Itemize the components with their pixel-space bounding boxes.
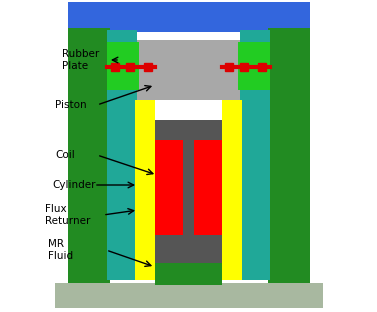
Text: Cylinder: Cylinder [52, 180, 95, 190]
Text: Rubber
Plate: Rubber Plate [62, 49, 99, 71]
Bar [238, 42, 270, 90]
Bar [135, 100, 242, 120]
Bar [268, 28, 310, 283]
Bar [222, 100, 242, 280]
Text: Flux
Returner: Flux Returner [45, 204, 90, 226]
Bar [155, 120, 222, 265]
Bar [135, 100, 155, 280]
Bar [107, 42, 139, 90]
Bar [107, 30, 137, 280]
Bar [155, 263, 222, 285]
Bar [137, 40, 240, 100]
Text: Coil: Coil [55, 150, 75, 160]
Bar [194, 140, 222, 235]
Bar [240, 30, 270, 280]
Bar [55, 283, 323, 308]
Bar [135, 260, 242, 280]
Bar [68, 28, 110, 283]
Text: MR
Fluid: MR Fluid [48, 239, 73, 261]
Text: Piston: Piston [55, 100, 87, 110]
Bar [68, 2, 310, 32]
Bar [155, 50, 222, 125]
Bar [155, 140, 183, 235]
